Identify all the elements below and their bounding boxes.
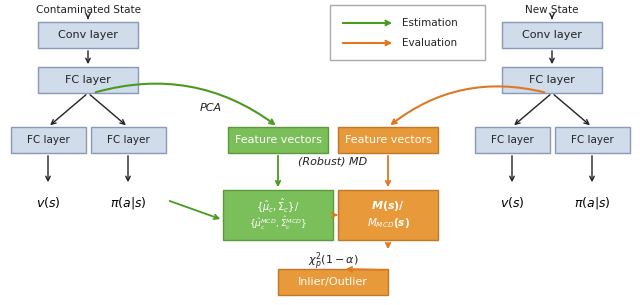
FancyBboxPatch shape bbox=[38, 22, 138, 48]
Text: FC layer: FC layer bbox=[107, 135, 149, 145]
FancyBboxPatch shape bbox=[554, 127, 630, 153]
Text: (Robust) MD: (Robust) MD bbox=[298, 156, 367, 166]
Text: $\{\hat{\mu}_c^{MCD}, \hat{\Sigma}_c^{MCD}\}$: $\{\hat{\mu}_c^{MCD}, \hat{\Sigma}_c^{MC… bbox=[249, 214, 307, 231]
Text: FC layer: FC layer bbox=[529, 75, 575, 85]
Text: FC layer: FC layer bbox=[491, 135, 533, 145]
Text: Inlier/Outlier: Inlier/Outlier bbox=[298, 277, 368, 287]
FancyBboxPatch shape bbox=[330, 5, 485, 60]
Text: $\pi(a|s)$: $\pi(a|s)$ bbox=[573, 195, 611, 211]
FancyBboxPatch shape bbox=[338, 127, 438, 153]
FancyBboxPatch shape bbox=[228, 127, 328, 153]
Text: Conv layer: Conv layer bbox=[522, 30, 582, 40]
Text: FC layer: FC layer bbox=[65, 75, 111, 85]
Text: FC layer: FC layer bbox=[571, 135, 613, 145]
FancyBboxPatch shape bbox=[502, 67, 602, 93]
Text: Feature vectors: Feature vectors bbox=[344, 135, 431, 145]
Text: Feature vectors: Feature vectors bbox=[235, 135, 321, 145]
FancyBboxPatch shape bbox=[38, 67, 138, 93]
Text: Estimation: Estimation bbox=[402, 18, 458, 28]
FancyBboxPatch shape bbox=[474, 127, 550, 153]
Text: New State: New State bbox=[525, 5, 579, 15]
Text: $v(s)$: $v(s)$ bbox=[500, 195, 524, 210]
Text: $\boldsymbol{M(s)/}$: $\boldsymbol{M(s)/}$ bbox=[371, 199, 405, 213]
FancyBboxPatch shape bbox=[223, 190, 333, 240]
Text: Conv layer: Conv layer bbox=[58, 30, 118, 40]
Text: FC layer: FC layer bbox=[27, 135, 69, 145]
Text: $\{\hat{\mu}_c, \hat{\Sigma}_c\}/$: $\{\hat{\mu}_c, \hat{\Sigma}_c\}/$ bbox=[256, 197, 300, 215]
FancyBboxPatch shape bbox=[502, 22, 602, 48]
Text: $\chi_p^2(1-\alpha)$: $\chi_p^2(1-\alpha)$ bbox=[308, 251, 358, 273]
Text: Contaminated State: Contaminated State bbox=[35, 5, 141, 15]
FancyBboxPatch shape bbox=[278, 269, 388, 295]
Text: $v(s)$: $v(s)$ bbox=[36, 195, 60, 210]
Text: $\pi(a|s)$: $\pi(a|s)$ bbox=[109, 195, 147, 211]
FancyBboxPatch shape bbox=[338, 190, 438, 240]
FancyBboxPatch shape bbox=[90, 127, 166, 153]
Text: PCA: PCA bbox=[200, 103, 222, 113]
Text: Evaluation: Evaluation bbox=[402, 38, 457, 48]
Text: $\boldsymbol{M_{MCD}(s)}$: $\boldsymbol{M_{MCD}(s)}$ bbox=[367, 216, 410, 230]
FancyBboxPatch shape bbox=[10, 127, 86, 153]
